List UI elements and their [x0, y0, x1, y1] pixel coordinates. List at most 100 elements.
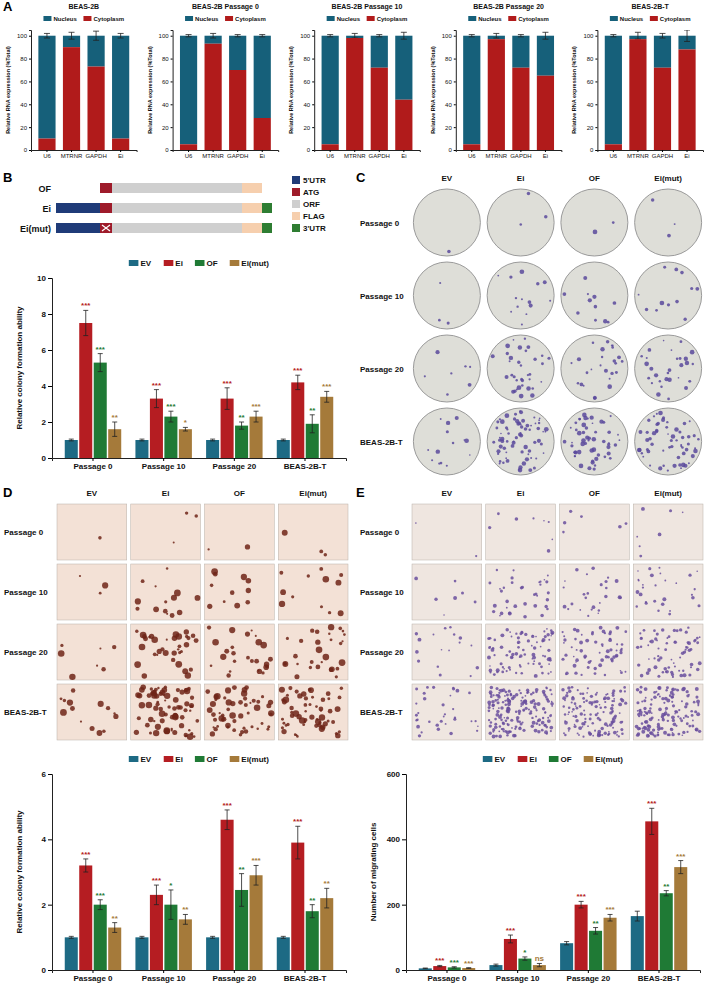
cell	[645, 601, 647, 603]
error-cap	[508, 942, 513, 943]
colony	[530, 457, 532, 459]
error-bar	[579, 901, 584, 908]
colony	[530, 393, 534, 397]
tick: MTRNR	[485, 150, 507, 159]
colony	[320, 605, 323, 608]
bar	[235, 426, 248, 458]
cell	[604, 580, 607, 583]
colony	[60, 697, 63, 700]
colony	[179, 723, 184, 728]
image-cell	[57, 504, 127, 560]
bar-segment	[205, 44, 222, 150]
chart: 020406080100U6MTRNRGAPDHEiRelative RNA e…	[5, 3, 137, 159]
colony	[518, 433, 522, 437]
colony	[641, 452, 643, 454]
tick-label: 100	[583, 33, 594, 39]
colony	[261, 671, 264, 674]
error-cap	[295, 389, 300, 390]
tick-label: Passage 10	[142, 462, 186, 471]
cell	[576, 629, 580, 633]
error-bar	[542, 32, 548, 39]
colony	[158, 707, 163, 712]
colony	[651, 198, 655, 202]
error-line	[46, 33, 47, 38]
tick: Passage 0	[427, 970, 467, 983]
colony	[268, 657, 273, 662]
cell	[519, 654, 522, 657]
colony	[318, 721, 321, 724]
colony	[172, 730, 177, 735]
annotations: *******************************	[81, 301, 332, 427]
cell	[625, 671, 627, 673]
tick-label: 0	[165, 147, 169, 153]
colony	[570, 444, 573, 447]
cell	[657, 610, 659, 612]
bar	[462, 968, 475, 970]
cell	[586, 573, 588, 575]
cell	[575, 658, 579, 662]
error-cap	[564, 941, 569, 942]
error-bar	[295, 826, 300, 859]
cell	[474, 601, 477, 604]
cell	[437, 727, 440, 730]
legend-label: Cytoplasm	[235, 16, 266, 22]
colony	[682, 452, 686, 456]
colony	[70, 706, 75, 711]
colony	[517, 385, 522, 390]
colony	[574, 421, 577, 424]
column-label: EV	[442, 489, 453, 498]
colony	[667, 378, 672, 383]
construct-segment	[242, 183, 262, 193]
colony	[184, 642, 189, 647]
legend-swatch	[185, 16, 193, 21]
colony	[164, 713, 168, 717]
colony	[175, 661, 182, 668]
colony	[189, 703, 194, 708]
cell	[539, 583, 541, 585]
legend-swatch	[43, 16, 51, 21]
error-cap	[579, 907, 584, 908]
tick-label: 0	[42, 966, 47, 975]
cell	[503, 586, 505, 588]
legend-label: Ei(mut)	[241, 259, 269, 268]
colony	[323, 654, 330, 661]
colony	[299, 639, 303, 643]
cell	[519, 632, 522, 635]
colony	[251, 629, 253, 631]
tick: 100	[17, 33, 31, 39]
tick-mark	[213, 150, 214, 152]
cell	[579, 649, 583, 653]
tick-label: Ei	[118, 153, 123, 159]
cell	[454, 580, 457, 583]
colony	[519, 223, 522, 226]
tick-label: 2	[42, 901, 47, 910]
bar	[179, 429, 192, 458]
error-cap	[659, 33, 665, 34]
colony	[679, 357, 682, 360]
legend-swatch	[518, 756, 528, 762]
plot-marks	[180, 33, 271, 150]
colony	[329, 666, 335, 672]
cell	[531, 635, 534, 638]
colony	[229, 712, 236, 719]
tick-label: Ei	[260, 153, 265, 159]
bar-segment	[654, 36, 671, 68]
colony	[614, 443, 618, 447]
x-axis: U6MTRNRGAPDHEi	[173, 150, 279, 159]
colony	[464, 438, 469, 443]
tick: 400	[387, 835, 406, 844]
colony	[282, 661, 288, 667]
colony	[304, 696, 308, 700]
error-bar	[93, 31, 99, 40]
error-cap	[186, 34, 192, 35]
image-cell	[487, 189, 554, 256]
colony	[452, 442, 455, 445]
colony	[446, 465, 448, 467]
error-line	[114, 923, 115, 933]
error-bar	[139, 936, 144, 938]
cell	[508, 612, 511, 615]
cell	[436, 723, 439, 726]
colony	[60, 709, 67, 716]
axis-line	[454, 31, 457, 151]
micrograph	[57, 624, 127, 680]
